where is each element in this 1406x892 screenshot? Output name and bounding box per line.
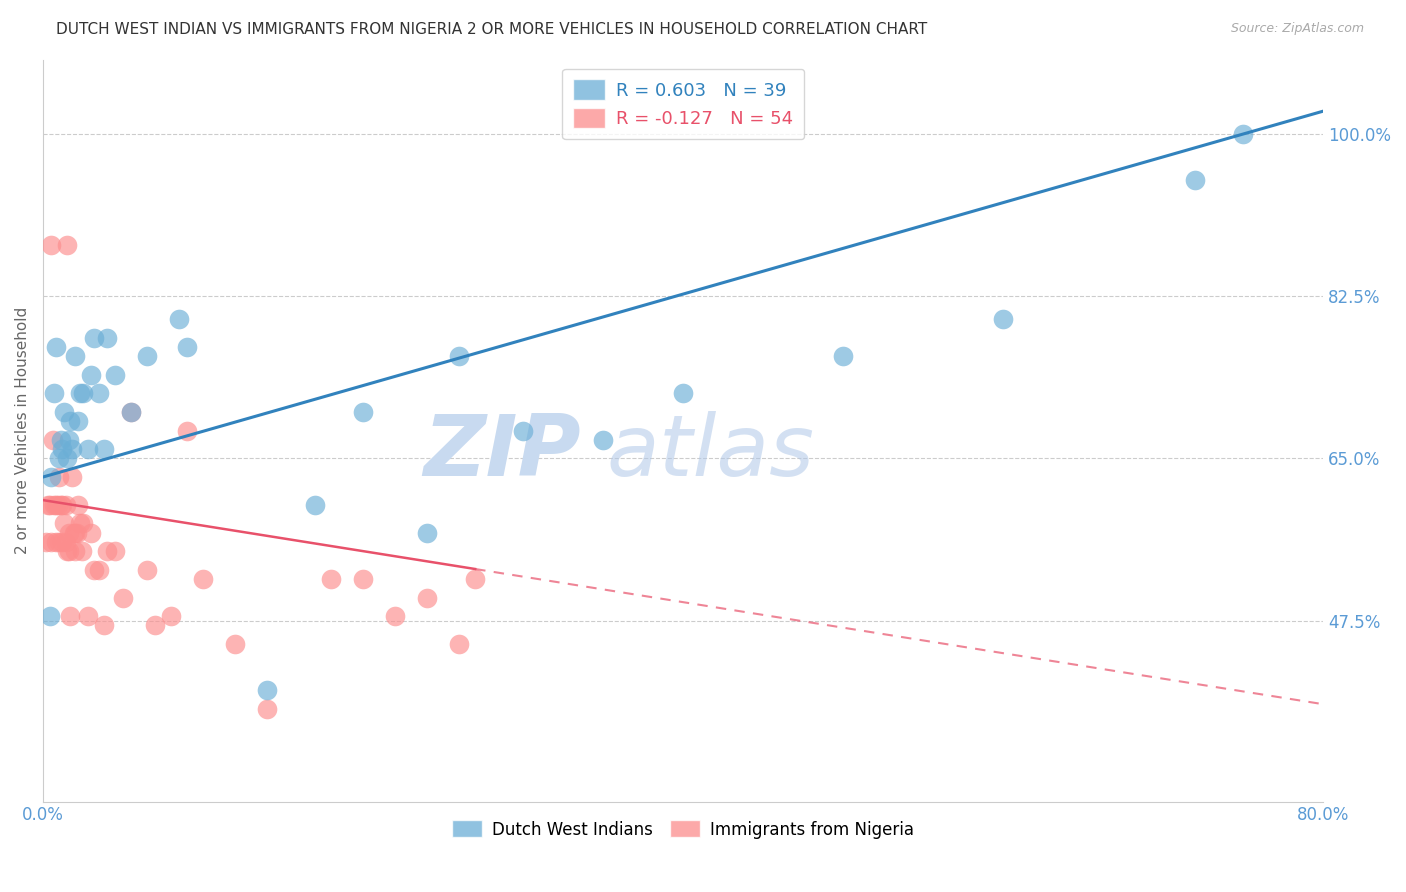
Point (256, 702, 278, 716)
Point (39, 470, 62, 484)
Point (112, 591, 135, 605)
Point (60, 470, 83, 484)
Point (49, 433, 72, 447)
Point (160, 609, 183, 624)
Point (63, 544, 86, 558)
Point (83, 563, 105, 577)
Point (60, 442, 83, 457)
Point (44, 386, 66, 401)
Point (35, 534, 58, 549)
Point (77, 442, 100, 457)
Point (58, 525, 80, 540)
Point (46, 498, 69, 512)
Point (120, 405, 142, 419)
Point (53, 516, 76, 531)
Text: ZIP: ZIP (423, 411, 581, 494)
Point (80, 525, 103, 540)
Point (63, 350, 86, 364)
Point (512, 424, 534, 438)
Point (592, 433, 614, 447)
Point (44, 498, 66, 512)
Point (1232, 127, 1254, 141)
Text: DUTCH WEST INDIAN VS IMMIGRANTS FROM NIGERIA 2 OR MORE VEHICLES IN HOUSEHOLD COR: DUTCH WEST INDIAN VS IMMIGRANTS FROM NIG… (56, 22, 928, 37)
Text: atlas: atlas (606, 411, 814, 494)
Point (38, 498, 60, 512)
Point (224, 637, 246, 651)
Point (56, 451, 79, 466)
Point (72, 386, 94, 401)
Point (449, 350, 471, 364)
Point (62, 525, 84, 540)
Point (256, 683, 278, 698)
Text: Source: ZipAtlas.com: Source: ZipAtlas.com (1230, 22, 1364, 36)
Point (416, 591, 439, 605)
Point (63, 525, 86, 540)
Point (45, 534, 67, 549)
Point (45, 498, 67, 512)
Point (832, 350, 855, 364)
Point (93, 442, 115, 457)
Point (39, 238, 62, 252)
Point (176, 340, 198, 354)
Point (55, 534, 77, 549)
Point (51, 442, 73, 457)
Point (48, 534, 70, 549)
Point (67, 414, 90, 428)
Point (304, 498, 326, 512)
Point (104, 368, 127, 382)
Point (58, 433, 80, 447)
Point (56, 238, 79, 252)
Point (51, 498, 73, 512)
Point (48, 470, 70, 484)
Point (167, 312, 190, 326)
Point (449, 637, 471, 651)
Point (416, 525, 439, 540)
Point (55, 498, 77, 512)
Point (45, 340, 67, 354)
Y-axis label: 2 or more Vehicles in Household: 2 or more Vehicles in Household (15, 307, 30, 554)
Point (53, 405, 76, 419)
Point (38, 609, 60, 624)
Point (104, 544, 127, 558)
Point (89, 563, 111, 577)
Legend: Dutch West Indians, Immigrants from Nigeria: Dutch West Indians, Immigrants from Nige… (446, 814, 921, 846)
Point (136, 563, 159, 577)
Point (72, 516, 94, 531)
Point (464, 572, 486, 586)
Point (143, 618, 166, 632)
Point (70, 544, 93, 558)
Point (136, 350, 159, 364)
Point (321, 572, 343, 586)
Point (93, 618, 115, 632)
Point (176, 424, 198, 438)
Point (96, 544, 118, 558)
Point (991, 312, 1014, 326)
Point (77, 609, 100, 624)
Point (37, 498, 59, 512)
Point (352, 572, 374, 586)
Point (352, 405, 374, 419)
Point (59, 609, 82, 624)
Point (672, 386, 695, 401)
Point (69, 386, 91, 401)
Point (58, 544, 80, 558)
Point (83, 331, 105, 345)
Point (67, 498, 90, 512)
Point (42, 433, 65, 447)
Point (384, 609, 406, 624)
Point (120, 405, 142, 419)
Point (89, 386, 111, 401)
Point (96, 331, 118, 345)
Point (39, 534, 62, 549)
Point (48, 451, 70, 466)
Point (69, 516, 91, 531)
Point (80, 368, 103, 382)
Point (51, 534, 73, 549)
Point (193, 572, 215, 586)
Point (1184, 173, 1206, 187)
Point (66, 525, 89, 540)
Point (56, 544, 79, 558)
Point (49, 498, 72, 512)
Point (59, 414, 82, 428)
